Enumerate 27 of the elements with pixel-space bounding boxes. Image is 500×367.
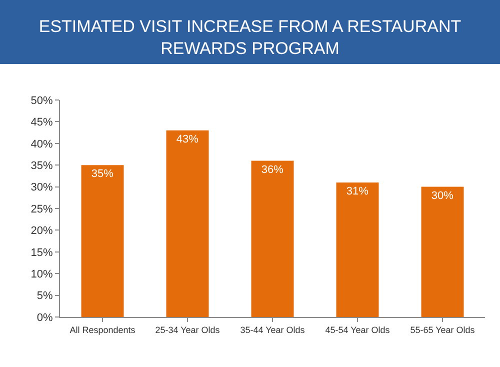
x-tick-label: All Respondents bbox=[70, 324, 136, 335]
data-label: 30% bbox=[431, 190, 454, 202]
y-tick-label: 50% bbox=[30, 94, 54, 107]
data-label: 31% bbox=[346, 185, 369, 198]
x-tick-label: 35-44 Year Olds bbox=[240, 324, 306, 335]
x-tick-label: 25-34 Year Olds bbox=[155, 324, 220, 335]
y-tick-label: 20% bbox=[30, 225, 54, 238]
data-label: 35% bbox=[91, 168, 114, 180]
y-tick-label: 25% bbox=[30, 203, 54, 216]
bar bbox=[251, 160, 294, 317]
y-tick-label: 15% bbox=[30, 246, 54, 259]
x-tick-label: 55-65 Year Olds bbox=[410, 324, 476, 335]
bar bbox=[336, 182, 379, 317]
bar bbox=[421, 186, 464, 317]
data-label: 36% bbox=[261, 164, 284, 176]
bar bbox=[166, 130, 209, 317]
y-tick-label: 5% bbox=[36, 290, 54, 302]
chart-title: ESTIMATED VISIT INCREASE FROM A RESTAURANT REWARDS PROGRAM bbox=[38, 17, 462, 58]
y-tick-label: 30% bbox=[30, 182, 54, 194]
y-tick-label: 10% bbox=[30, 268, 54, 280]
x-tick-label: 45-54 Year Olds bbox=[325, 324, 390, 335]
y-tick-label: 0% bbox=[36, 312, 54, 324]
y-tick-label: 45% bbox=[30, 116, 54, 129]
y-tick-label: 35% bbox=[30, 160, 54, 172]
bar bbox=[81, 165, 124, 317]
y-tick-label: 40% bbox=[30, 138, 54, 150]
data-label: 43% bbox=[176, 133, 199, 146]
